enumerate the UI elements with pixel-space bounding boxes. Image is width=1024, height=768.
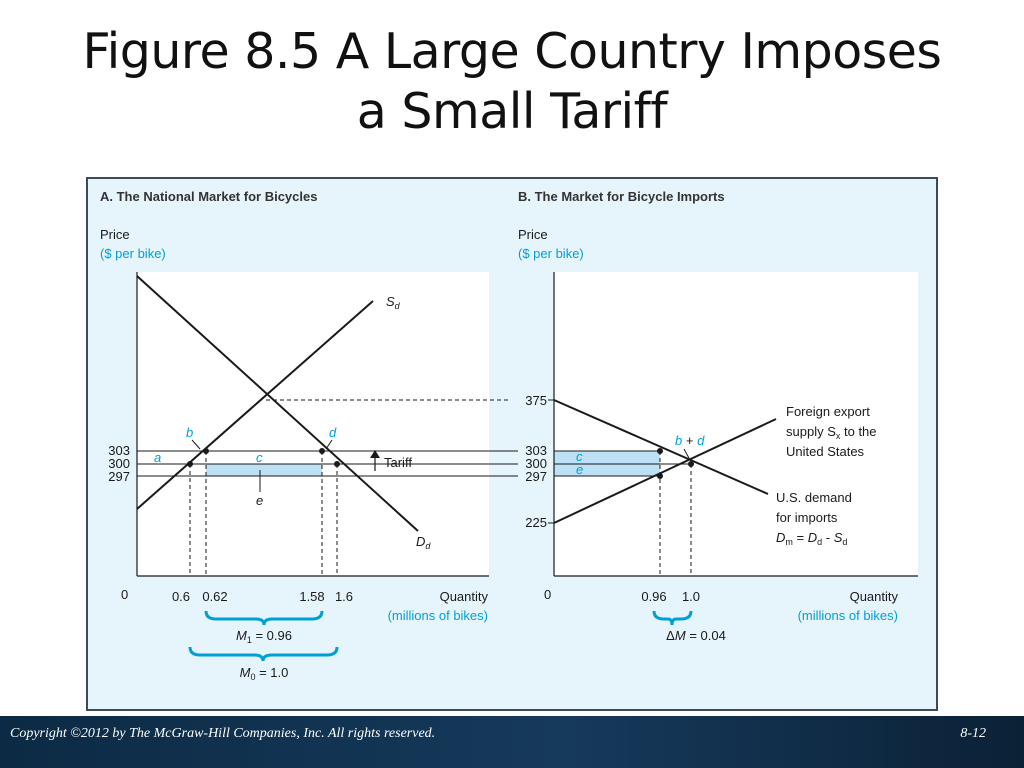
- panel-b-brace-dm: [652, 610, 693, 626]
- panel-a-xlabel: Quantity: [440, 589, 489, 604]
- panel-b-xlabel-unit: (millions of bikes): [798, 608, 898, 623]
- panel-a-plot-area: [137, 272, 489, 576]
- footer-bar: Copyright ©2012 by The McGraw-Hill Compa…: [0, 716, 1024, 768]
- panel-a-label-m0: M0 = 1.0: [240, 665, 289, 682]
- panel-a-label-d: d: [329, 425, 337, 440]
- panel-b-ytick-297: 297: [525, 469, 547, 484]
- panel-a-leader-b: [191, 439, 201, 450]
- figure-chart: A. The National Market for Bicycles B. T…: [100, 189, 918, 682]
- panel-b-point-297: [657, 473, 663, 479]
- figure-panel: A. The National Market for Bicycles B. T…: [86, 177, 938, 711]
- panel-b-supply-label-2: supply Sx to the: [786, 424, 877, 441]
- slide-title-line-1: Figure 8.5 A Large Country Imposes: [82, 23, 942, 80]
- panel-b-ytick-303: 303: [525, 443, 547, 458]
- panel-b-xtick-1.0: 1.0: [682, 589, 700, 604]
- panel-b-ylabel: Price: [518, 227, 548, 242]
- panel-a-xtick-0.6: 0.6: [172, 589, 190, 604]
- panel-a-demand-curve: [136, 275, 419, 532]
- panel-a-ytick-300: 300: [108, 456, 130, 471]
- panel-b-label-e: e: [576, 462, 583, 477]
- slide-number: 8-12: [960, 726, 986, 741]
- panel-b-point-equilibrium: [688, 461, 694, 467]
- panel-b-title: B. The Market for Bicycle Imports: [518, 189, 725, 204]
- panel-a-tariff-area: [206, 464, 322, 476]
- panel-b-import-demand-curve: [553, 399, 769, 495]
- panel-b: b + d c e 375 303 300 297 225 0 0.96 1.0…: [525, 272, 918, 643]
- panel-a-xtick-0.62: 0.62: [202, 589, 227, 604]
- panel-b-xlabel: Quantity: [850, 589, 899, 604]
- panel-a-origin: 0: [121, 587, 128, 602]
- panel-b-demand-label-2: for imports: [776, 510, 838, 525]
- panel-b-ylabel-unit: ($ per bike): [518, 246, 584, 261]
- panel-b-label-bd: b + d: [675, 433, 705, 448]
- panel-b-leader-bd: [683, 448, 691, 461]
- panel-b-xtick-0.96: 0.96: [641, 589, 666, 604]
- panel-b-export-supply-curve: [553, 418, 777, 524]
- panel-b-demand-label-1: U.S. demand: [776, 490, 852, 505]
- panel-a-label-b: b: [186, 425, 193, 440]
- panel-a-point-b: [203, 448, 209, 454]
- panel-a-title: A. The National Market for Bicycles: [100, 189, 317, 204]
- panel-a-ytick-297: 297: [108, 469, 130, 484]
- panel-b-point-303: [657, 448, 663, 454]
- panel-b-area-c: [554, 451, 660, 464]
- panel-a-brace-m1: [204, 610, 324, 626]
- panel-a-xtick-1.58: 1.58: [299, 589, 324, 604]
- copyright-notice: Copyright ©2012 by The McGraw-Hill Compa…: [10, 726, 436, 741]
- slide-title-line-2: a Small Tariff: [356, 83, 668, 140]
- panel-a-label-c: c: [256, 450, 263, 465]
- panel-a-tariff-label: Tariff: [384, 455, 412, 470]
- panel-b-supply-label-1: Foreign export: [786, 404, 870, 419]
- panel-a: b d a c e Sd Dd Tariff 303 300 297 0 0.6…: [108, 272, 518, 682]
- panel-a-label-dd: Dd: [416, 534, 431, 551]
- panel-b-plot-area: [554, 272, 918, 576]
- panel-a-xtick-1.6: 1.6: [335, 589, 353, 604]
- panel-a-point-a: [187, 461, 193, 467]
- panel-b-ytick-225: 225: [525, 515, 547, 530]
- panel-b-label-dm: ΔM = 0.04: [666, 628, 726, 643]
- panel-a-brace-m0: [188, 646, 339, 662]
- panel-b-area-e: [554, 464, 660, 476]
- panel-b-demand-label-3: Dm = Dd - Sd: [776, 530, 847, 547]
- panel-a-label-a: a: [154, 450, 161, 465]
- panel-a-ylabel: Price: [100, 227, 130, 242]
- slide-title: Figure 8.5 A Large Country Imposes a Sma…: [0, 22, 1024, 142]
- panel-a-label-sd: Sd: [386, 294, 401, 311]
- panel-b-origin: 0: [544, 587, 551, 602]
- panel-a-leader-d: [325, 439, 333, 450]
- panel-b-supply-label-3: United States: [786, 444, 865, 459]
- panel-a-point-d: [319, 448, 325, 454]
- panel-b-ytick-300: 300: [525, 456, 547, 471]
- panel-a-supply-curve: [136, 300, 374, 510]
- panel-a-ylabel-unit: ($ per bike): [100, 246, 166, 261]
- panel-a-ytick-303: 303: [108, 443, 130, 458]
- panel-b-label-c: c: [576, 449, 583, 464]
- panel-a-tariff-arrowhead: [370, 450, 380, 458]
- panel-b-ytick-375: 375: [525, 393, 547, 408]
- panel-a-label-e: e: [256, 493, 263, 508]
- panel-a-xlabel-unit: (millions of bikes): [388, 608, 488, 623]
- panel-a-point-free-trade-demand: [334, 461, 340, 467]
- panel-a-label-m1: M1 = 0.96: [236, 628, 292, 645]
